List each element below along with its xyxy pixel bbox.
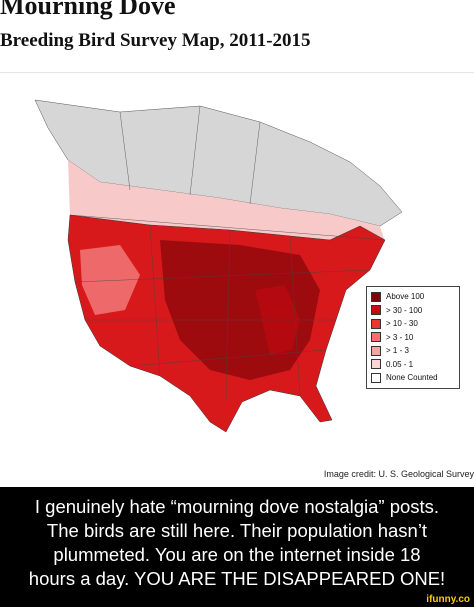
swatch <box>371 318 381 329</box>
legend-label: 0.05 - 1 <box>386 359 414 369</box>
legend-label: None Counted <box>386 373 438 383</box>
legend-label: > 30 - 100 <box>386 305 423 315</box>
subtitle: Breeding Bird Survey Map, 2011-2015 <box>0 30 311 51</box>
legend-label: Above 100 <box>386 292 425 302</box>
caption-line: plummeted. You are on the internet insid… <box>53 544 421 565</box>
legend-item: None Counted <box>371 371 455 385</box>
divider <box>0 72 474 73</box>
caption-line: The birds are still here. Their populati… <box>46 520 428 541</box>
legend-item: Above 100 <box>371 290 455 304</box>
legend-label: > 1 - 3 <box>386 346 409 356</box>
caption: I genuinely hate “mourning dove nostalgi… <box>0 487 474 607</box>
swatch <box>371 372 381 383</box>
swatch <box>371 345 381 356</box>
image-credit: Image credit: U. S. Geological Survey <box>323 469 474 479</box>
map <box>34 99 403 433</box>
swatch <box>371 305 381 316</box>
title: Mourning Dove <box>0 0 176 20</box>
transition-band <box>68 160 385 242</box>
legend-item: > 3 - 10 <box>371 331 455 345</box>
caption-line: I genuinely hate “mourning dove nostalgi… <box>34 496 440 517</box>
legend-item: > 10 - 30 <box>371 317 455 331</box>
legend: Above 100 > 30 - 100 > 10 - 30 > 3 - 10 … <box>366 286 460 389</box>
watermark: ifunny.co <box>426 594 470 605</box>
legend-item: 0.05 - 1 <box>371 358 455 372</box>
swatch <box>371 332 381 343</box>
swatch <box>371 359 381 370</box>
legend-label: > 10 - 30 <box>386 319 418 329</box>
caption-line: hours a day. YOU ARE THE DISAPPEARED ONE… <box>28 568 446 589</box>
legend-label: > 3 - 10 <box>386 332 414 342</box>
legend-item: > 30 - 100 <box>371 304 455 318</box>
borders <box>69 105 386 401</box>
light-region <box>80 245 140 315</box>
legend-item: > 1 - 3 <box>371 344 455 358</box>
swatch <box>371 291 381 302</box>
